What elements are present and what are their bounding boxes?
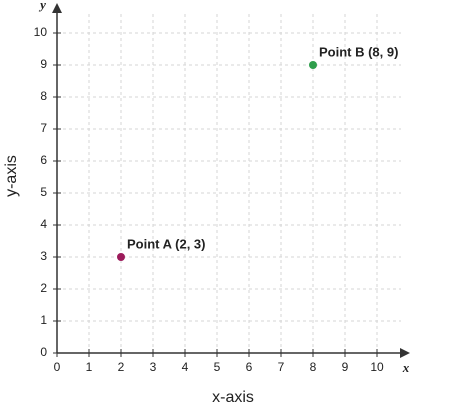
x-tick-label: 4 [182,360,189,374]
grid [57,11,401,353]
point-label: Point B (8, 9) [319,44,398,59]
x-axis-title: x-axis [212,389,254,406]
y-tick-label: 0 [40,345,47,359]
x-tick-label: 9 [342,360,349,374]
x-axis-arrow [400,348,410,358]
point [117,253,125,261]
y-tick-label: 4 [40,217,47,231]
x-tick-label: 3 [150,360,157,374]
x-tick-label: 7 [278,360,285,374]
y-tick-label: 6 [40,153,47,167]
point-label: Point A (2, 3) [127,236,205,251]
y-axis-arrow [52,3,62,13]
y-axis-title: y-axis [3,155,20,197]
y-tick-label: 3 [40,249,47,263]
x-tick-label: 5 [214,360,221,374]
x-tick-label: 2 [118,360,125,374]
y-tick-label: 9 [40,57,47,71]
x-tick-label: 8 [310,360,317,374]
x-tick-label: 6 [246,360,253,374]
y-tick-label: 10 [34,25,48,39]
y-tick-label: 1 [40,313,47,327]
y-tick-label: 7 [40,121,47,135]
y-tick-label: 8 [40,89,47,103]
y-tick-label: 2 [40,281,47,295]
x-tick-label: 1 [86,360,93,374]
x-tick-label: 10 [370,360,384,374]
y-tick-label: 5 [40,185,47,199]
point [309,61,317,69]
y-axis-end-label: y [38,0,46,12]
x-tick-label: 0 [54,360,61,374]
x-axis-end-label: x [402,360,410,375]
